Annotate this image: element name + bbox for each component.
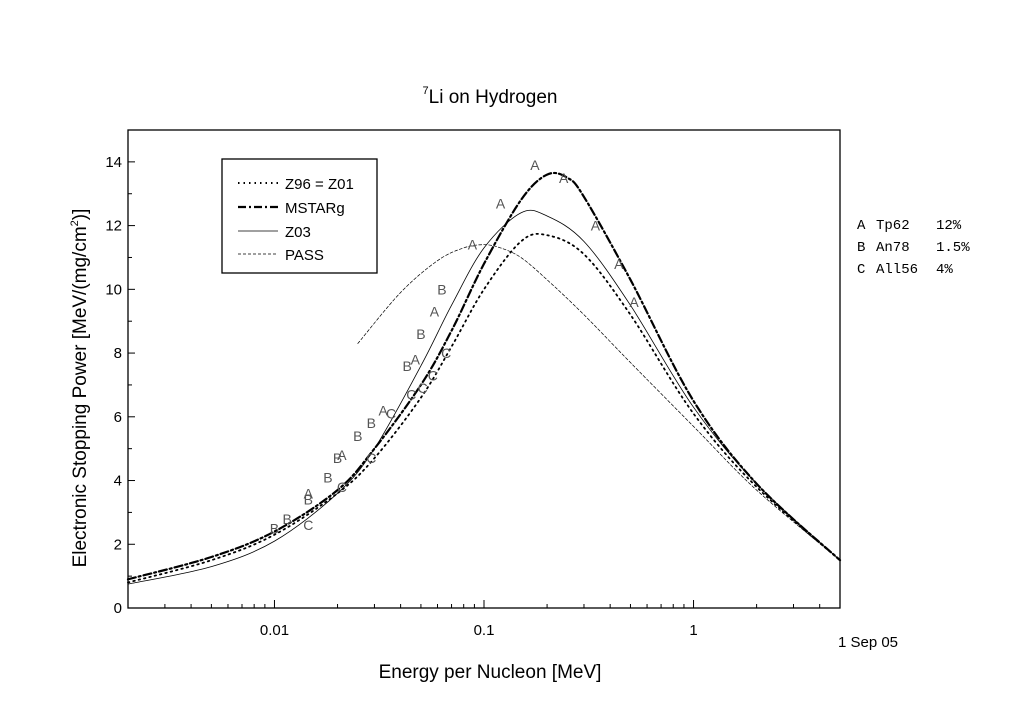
data-point-b: B xyxy=(304,492,313,508)
title-main: Li on Hydrogen xyxy=(429,87,558,108)
data-point-a: A xyxy=(430,304,440,320)
data-point-c: C xyxy=(303,517,313,533)
y-tick-label: 2 xyxy=(114,536,122,553)
data-point-c: C xyxy=(406,386,416,402)
plot-frame xyxy=(127,129,841,609)
data-point-a: A xyxy=(496,195,506,211)
source-c-letter: C xyxy=(857,262,865,278)
legend-label-z03: Z03 xyxy=(285,224,311,241)
y-axis-label-superscript: 2 xyxy=(69,220,81,226)
y-tick-label: 8 xyxy=(114,345,122,362)
x-tick-label: 0.01 xyxy=(260,622,289,639)
data-point-c: C xyxy=(441,345,451,361)
data-point-a: A xyxy=(304,485,314,501)
y-tick-label: 4 xyxy=(114,473,122,490)
series-line-3 xyxy=(357,244,841,561)
data-point-b: B xyxy=(367,415,376,431)
data-point-b: B xyxy=(270,520,279,536)
data-point-a: A xyxy=(629,294,639,310)
data-point-c: C xyxy=(418,380,428,396)
y-tick-label: 12 xyxy=(105,218,122,235)
source-legend-c: C All56 4% xyxy=(857,262,953,278)
data-point-c: C xyxy=(337,479,347,495)
source-legend: A Tp62 12% B An78 1.5% C All56 4% xyxy=(857,218,970,278)
data-point-a: A xyxy=(591,218,601,234)
y-tick-label: 6 xyxy=(114,409,122,426)
date-note: 1 Sep 05 xyxy=(838,634,898,651)
data-point-b: B xyxy=(323,469,332,485)
title-superscript: 7 xyxy=(423,85,429,97)
source-c-err: 4% xyxy=(936,262,953,278)
data-point-a: A xyxy=(468,237,478,253)
data-point-c: C xyxy=(428,367,438,383)
legend-box xyxy=(221,158,378,274)
x-tick-label: 1 xyxy=(689,622,697,639)
legend-label-z96: Z96 = Z01 xyxy=(285,176,354,193)
data-point-b: B xyxy=(283,511,292,527)
x-tick-label: 0.1 xyxy=(474,622,495,639)
data-point-b: B xyxy=(353,428,362,444)
y-tick-label: 14 xyxy=(105,154,122,171)
source-legend-a: A Tp62 12% xyxy=(857,218,962,234)
data-point-a: A xyxy=(337,447,347,463)
data-point-b: B xyxy=(437,281,446,297)
data-point-b: B xyxy=(333,450,342,466)
data-point-c: C xyxy=(386,406,396,422)
source-a-err: 12% xyxy=(936,218,962,234)
y-axis-label-end: )] xyxy=(70,209,91,221)
source-b-letter: B xyxy=(857,240,865,256)
y-tick-label: 0 xyxy=(114,600,122,617)
y-axis-label: Electronic Stopping Power [MeV/(mg/cm2)] xyxy=(69,209,91,568)
series-line-1 xyxy=(126,171,842,581)
source-a-letter: A xyxy=(857,218,866,234)
y-axis-label-main: Electronic Stopping Power [MeV/(mg/cm xyxy=(70,226,91,567)
source-b-err: 1.5% xyxy=(936,240,970,256)
source-a-ref: Tp62 xyxy=(876,218,910,234)
x-axis-label: Energy per Nucleon [MeV] xyxy=(379,662,602,683)
data-point-a: A xyxy=(530,157,540,173)
data-point-b: B xyxy=(403,358,412,374)
data-point-a: A xyxy=(378,402,388,418)
data-point-c: C xyxy=(366,450,376,466)
series-line-0 xyxy=(127,232,841,584)
source-c-ref: All56 xyxy=(876,262,918,278)
legend-label-pass: PASS xyxy=(285,247,324,264)
legend: Z96 = Z01 MSTARg Z03 PASS xyxy=(221,158,378,274)
data-point-a: A xyxy=(559,170,569,186)
data-point-a: A xyxy=(614,256,624,272)
series-layer xyxy=(126,171,842,585)
chart-title: 7Li on Hydrogen xyxy=(423,85,558,108)
legend-label-mstarg: MSTARg xyxy=(285,200,345,217)
axes-layer: 0 2 4 6 8 10 12 14 0.01 0.1 1 xyxy=(105,154,821,639)
source-legend-b: B An78 1.5% xyxy=(857,240,970,256)
series-line-2 xyxy=(127,209,841,585)
y-tick-label: 10 xyxy=(105,281,122,298)
data-point-b: B xyxy=(416,326,425,342)
data-point-a: A xyxy=(411,351,421,367)
source-b-ref: An78 xyxy=(876,240,910,256)
